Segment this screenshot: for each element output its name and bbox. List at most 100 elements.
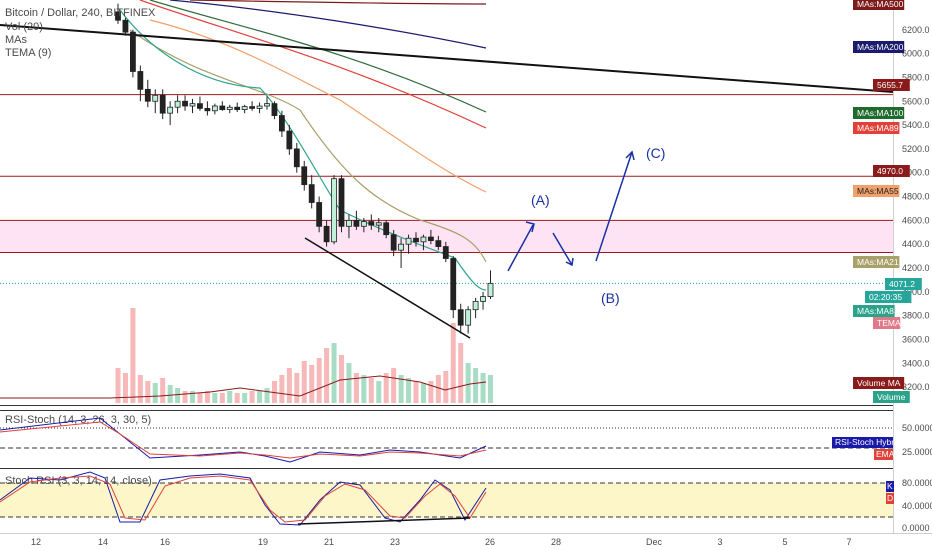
stoch-tick: 0.0000 [902, 523, 930, 533]
volume-bar [346, 363, 352, 403]
candle [271, 101, 278, 120]
time-tick-label: 14 [98, 537, 108, 547]
candle [204, 101, 211, 116]
rsi-tag-label: RSI-Stoch Hybrid [835, 437, 901, 447]
candle [450, 256, 457, 319]
candle [144, 79, 151, 108]
volume-bar [301, 361, 307, 403]
candle [472, 297, 479, 319]
price-tag-label: MAs:MA89 [857, 123, 899, 133]
price-tag-label: Volume [877, 392, 906, 402]
candle [189, 98, 196, 114]
candle [197, 96, 203, 111]
volume-bar [473, 368, 479, 403]
price-tag: Volume MA [853, 377, 905, 389]
candle [480, 291, 486, 310]
candle [226, 104, 233, 114]
volume-bar [219, 393, 225, 403]
volume-bar [234, 393, 240, 403]
candle [338, 175, 345, 233]
candle [390, 229, 397, 257]
rsi-tick: 50.0000 [902, 423, 932, 433]
candle [159, 89, 166, 120]
volume-bar [435, 375, 441, 403]
wave-label-a: (A) [531, 192, 550, 208]
candle [256, 102, 263, 114]
wave-label-c: (C) [646, 145, 665, 161]
volume-bar [137, 375, 143, 403]
price-tick-label: 5000.0 [902, 168, 930, 178]
volume-bar [197, 393, 203, 403]
volume-bar [383, 373, 389, 403]
candle [137, 65, 144, 102]
candle [427, 229, 434, 245]
price-tag-label: TEMA [877, 318, 901, 328]
time-tick-label: 3 [717, 537, 722, 547]
wave-arrow-b [552, 232, 573, 266]
stoch-k-line [0, 471, 487, 526]
volume-bar [152, 383, 158, 403]
price-tick-label: 5400.0 [902, 120, 930, 130]
volume-bar [361, 375, 367, 403]
wave-arrow-a [507, 224, 534, 272]
candle [167, 101, 174, 126]
volume-bar [249, 391, 255, 403]
volume-bar [316, 358, 322, 403]
volume-bar [182, 391, 188, 403]
stoch-divergence-line [297, 517, 471, 525]
chart-title: Bitcoin / Dollar, 240, BITFINEX [5, 7, 156, 19]
rsi-tag: EMA [874, 449, 895, 460]
volume-bar [115, 368, 121, 403]
support-trendline [304, 237, 471, 339]
candle [316, 196, 323, 233]
candle [301, 160, 308, 191]
time-tick-label: 19 [258, 537, 268, 547]
rsi-tick: 25.0000 [902, 447, 932, 457]
volume-bar [309, 365, 315, 403]
price-tag-label: 5655.7 [877, 80, 903, 90]
candle [152, 89, 159, 114]
volume-bar [398, 375, 404, 403]
time-tick-label: 12 [31, 537, 41, 547]
candle [308, 175, 315, 209]
price-tag-label: MAs:MA200 [857, 42, 904, 52]
volume-bar [279, 375, 285, 403]
price-tick-label: 5200.0 [902, 144, 930, 154]
volume-bar [406, 378, 412, 403]
candle [323, 220, 330, 247]
price-tag-label: MAs:MA21 [857, 257, 899, 267]
price-tag: MAs:MA500 [853, 0, 905, 10]
candle [435, 235, 442, 251]
price-tag-label: Volume MA [857, 378, 901, 388]
wave-arrow-c [595, 151, 633, 262]
volume-bar [160, 378, 166, 403]
volume-bar [443, 371, 449, 403]
candle [346, 214, 352, 239]
candle [182, 95, 188, 111]
price-tag: 02:20:35 [865, 291, 912, 303]
rsi-tag: RSI-Stoch Hybrid [832, 437, 901, 448]
price-tick-label: 4600.0 [902, 215, 930, 225]
price-tick-label: 5600.0 [902, 96, 930, 106]
candle [286, 125, 293, 155]
price-tick-label: 3600.0 [902, 334, 930, 344]
stoch-tag: D [886, 493, 894, 504]
ma-line-mas-ma89 [139, 0, 487, 129]
price-tag-label: MAs:MA8 [857, 306, 894, 316]
candle [442, 241, 449, 263]
volume-bar [368, 378, 374, 403]
stoch-tick: 80.0000 [902, 478, 932, 488]
candle [398, 238, 405, 269]
candle [241, 104, 248, 114]
candle [115, 3, 121, 24]
candle [420, 234, 427, 251]
volume-bar [204, 391, 210, 403]
price-tag: MAs:MA200 [853, 41, 905, 53]
volume-bar [286, 368, 292, 403]
price-tick-label: 5800.0 [902, 72, 930, 82]
volume-bar [465, 363, 471, 403]
volume-bar [331, 343, 337, 403]
candle [278, 110, 285, 137]
ma-line-mas-ma21 [129, 29, 487, 263]
